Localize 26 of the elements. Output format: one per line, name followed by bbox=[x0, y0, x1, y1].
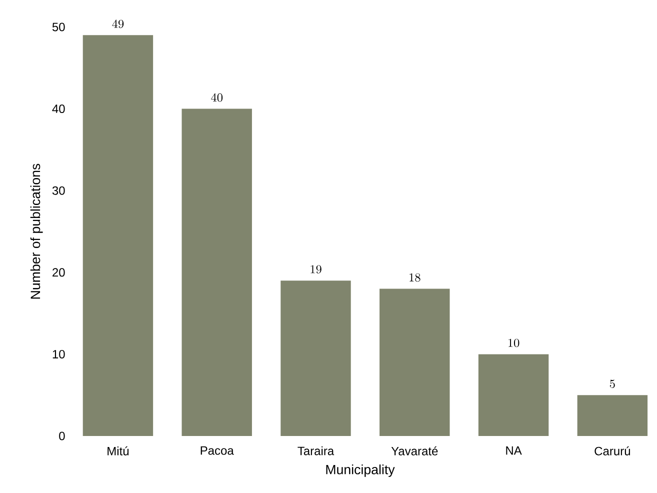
bar bbox=[280, 280, 351, 436]
y-tick-label: 20 bbox=[52, 268, 65, 277]
bar bbox=[182, 108, 252, 436]
y-tick-label: 40 bbox=[52, 104, 65, 114]
y-tick-label: 0 bbox=[59, 432, 65, 440]
data-label: 40 bbox=[211, 93, 223, 102]
y-axis-title: Number of publications bbox=[30, 164, 43, 299]
data-label: 10 bbox=[508, 338, 520, 348]
x-tick-label: Mitú bbox=[108, 446, 129, 456]
data-label: 5 bbox=[610, 380, 615, 388]
x-tick-label: Yavaraté bbox=[391, 446, 438, 456]
x-tick-label: Carurú bbox=[594, 446, 630, 456]
bar bbox=[82, 35, 154, 436]
data-label: 49 bbox=[112, 20, 124, 28]
x-tick-label: NA bbox=[506, 446, 522, 455]
x-axis-title: Municipality bbox=[326, 464, 395, 477]
data-label: 18 bbox=[410, 273, 420, 282]
x-tick-label: Pacoa bbox=[200, 446, 234, 455]
y-tick-label: 10 bbox=[52, 350, 65, 358]
data-label: 19 bbox=[310, 265, 322, 274]
x-tick-label: Taraira bbox=[298, 446, 334, 456]
bar bbox=[380, 288, 450, 436]
y-tick-label: 50 bbox=[52, 22, 65, 32]
bar bbox=[478, 354, 549, 436]
y-tick-label: 30 bbox=[52, 186, 65, 195]
bar bbox=[577, 395, 648, 436]
